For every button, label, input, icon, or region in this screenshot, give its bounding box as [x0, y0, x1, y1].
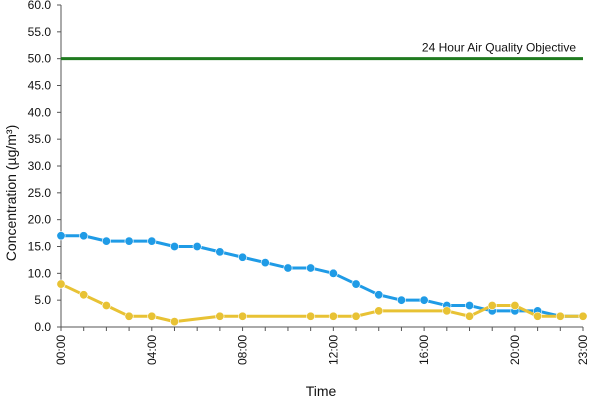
data-point — [328, 268, 338, 278]
data-point — [555, 311, 565, 321]
data-point — [79, 290, 89, 300]
x-tick-label: 08:00 — [236, 335, 250, 365]
data-point — [328, 311, 338, 321]
data-point — [533, 311, 543, 321]
data-point — [465, 311, 475, 321]
data-point — [124, 236, 134, 246]
y-tick-label: 35.0 — [28, 132, 52, 146]
data-point — [101, 301, 111, 311]
series-group — [56, 231, 588, 327]
y-tick-label: 0.0 — [34, 320, 51, 334]
data-point — [578, 311, 588, 321]
y-tick-label: 55.0 — [28, 25, 52, 39]
reference-line-group: 24 Hour Air Quality Objective — [61, 41, 583, 61]
data-point — [169, 242, 179, 252]
y-tick-label: 30.0 — [28, 159, 52, 173]
x-tick-label: 16:00 — [417, 335, 431, 365]
data-point — [101, 236, 111, 246]
air-quality-objective-label: 24 Hour Air Quality Objective — [422, 41, 576, 55]
data-point — [351, 279, 361, 289]
data-point — [147, 236, 157, 246]
data-point — [351, 311, 361, 321]
x-axis-ticks: 00:00 04:00 08:00 12:00 16:00 20:00 23:00 — [54, 327, 590, 365]
data-point — [238, 252, 248, 262]
x-tick-label: 12:00 — [326, 335, 340, 365]
y-tick-label: 20.0 — [28, 213, 52, 227]
data-point — [442, 306, 452, 316]
y-tick-label: 50.0 — [28, 52, 52, 66]
data-point — [79, 231, 89, 241]
data-point — [260, 258, 270, 268]
data-point — [419, 295, 429, 305]
x-axis-title: Time — [306, 383, 337, 399]
y-tick-label: 5.0 — [34, 293, 51, 307]
y-tick-label: 10.0 — [28, 266, 52, 280]
data-point — [306, 263, 316, 273]
x-tick-label: 20:00 — [508, 335, 522, 365]
data-point — [306, 311, 316, 321]
y-tick-label: 15.0 — [28, 240, 52, 254]
y-tick-label: 40.0 — [28, 105, 52, 119]
data-point — [283, 263, 293, 273]
data-point — [487, 301, 497, 311]
x-tick-label: 00:00 — [54, 335, 68, 365]
series-1 — [56, 231, 588, 321]
data-point — [124, 311, 134, 321]
data-point — [215, 311, 225, 321]
data-point — [215, 247, 225, 257]
x-tick-label: 23:00 — [576, 335, 590, 365]
data-point — [465, 301, 475, 311]
data-point — [56, 231, 66, 241]
data-point — [396, 295, 406, 305]
y-tick-label: 45.0 — [28, 79, 52, 93]
data-point — [169, 317, 179, 327]
y-axis-ticks: 0.0 5.0 10.0 15.0 20.0 25.0 30.0 35.0 40.0 45.0 50… — [28, 0, 61, 334]
y-tick-label: 60.0 — [28, 0, 52, 12]
x-tick-label: 04:00 — [145, 335, 159, 365]
y-axis-title: Concentration (µg/m³) — [3, 125, 19, 261]
data-point — [374, 290, 384, 300]
series-2 — [56, 279, 588, 327]
series-line — [60, 282, 583, 324]
data-point — [56, 279, 66, 289]
data-point — [147, 311, 157, 321]
data-point — [510, 301, 520, 311]
data-point — [238, 311, 248, 321]
data-point — [192, 242, 202, 252]
y-tick-label: 25.0 — [28, 186, 52, 200]
data-point — [374, 306, 384, 316]
